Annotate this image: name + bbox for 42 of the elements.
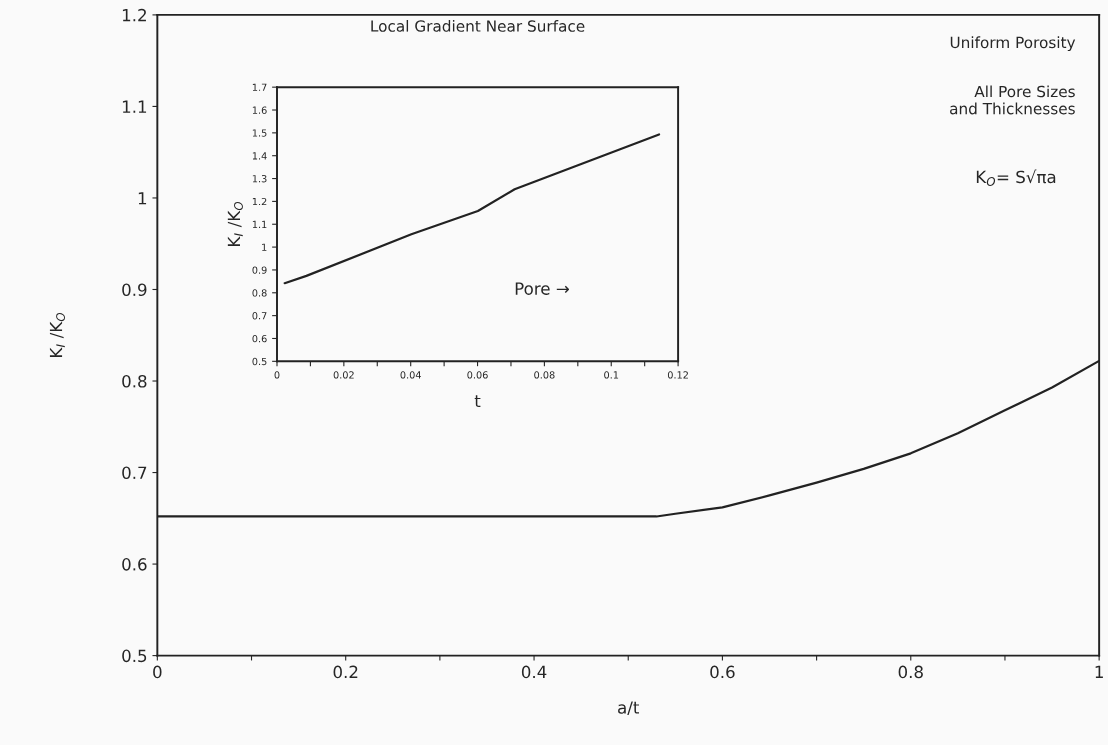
- x-tick-label: 0.1: [604, 371, 619, 379]
- x-axis-title: t: [474, 395, 481, 408]
- y-tick-label: 0.7: [252, 312, 267, 320]
- y-axis-title: K$_{I}$ /K$_{O}$: [49, 312, 65, 357]
- annotation: All Pore Sizes and Thicknesses: [950, 85, 1075, 115]
- y-tick-label: 0.8: [252, 289, 267, 297]
- y-tick-label: 0.9: [122, 283, 147, 297]
- y-tick-label: 1.1: [252, 220, 267, 228]
- x-tick-label: 1: [1095, 665, 1103, 678]
- x-tick-label: 0.8: [898, 665, 923, 679]
- x-tick-label: 0.6: [710, 665, 735, 679]
- x-tick-label: 0.04: [400, 371, 421, 379]
- annotation: Pore →: [515, 282, 569, 295]
- x-tick-label: 0.2: [333, 665, 358, 679]
- y-tick-label: 1: [262, 243, 267, 251]
- chart-title: Local Gradient Near Surface: [371, 20, 585, 32]
- y-tick-label: 1.2: [122, 8, 146, 22]
- x-tick-label: 0.12: [667, 371, 688, 379]
- x-tick-label: 0: [153, 665, 162, 679]
- y-tick-label: 1.6: [252, 106, 267, 114]
- x-tick-label: 0.06: [467, 371, 488, 379]
- y-tick-label: 1.2: [252, 197, 267, 206]
- y-tick-label: 1.4: [252, 152, 267, 160]
- y-tick-label: 0.5: [122, 649, 147, 663]
- y-axis-title: K$_{I}$ /K$_{O}$: [227, 201, 243, 246]
- y-tick-label: 0.9: [252, 266, 267, 274]
- y-tick-label: 1.7: [252, 83, 267, 91]
- y-tick-label: 0.6: [252, 334, 267, 343]
- x-axis-title: a/t: [618, 701, 640, 716]
- x-tick-label: 0.08: [534, 371, 555, 379]
- y-tick-label: 0.5: [252, 357, 267, 366]
- y-tick-label: 1.5: [252, 129, 267, 137]
- y-tick-label: 0.6: [122, 558, 147, 571]
- y-tick-label: 1.1: [122, 100, 147, 113]
- y-tick-label: 0.7: [122, 466, 147, 480]
- x-tick-label: 0.4: [521, 665, 547, 679]
- annotation: Uniform Porosity: [950, 36, 1076, 52]
- x-tick-label: 0: [274, 371, 280, 379]
- y-tick-label: 1.3: [252, 175, 267, 183]
- y-tick-label: 1: [138, 192, 147, 205]
- x-tick-label: 0.02: [333, 371, 354, 379]
- annotation: K$_{O}$= S√πa: [976, 169, 1056, 186]
